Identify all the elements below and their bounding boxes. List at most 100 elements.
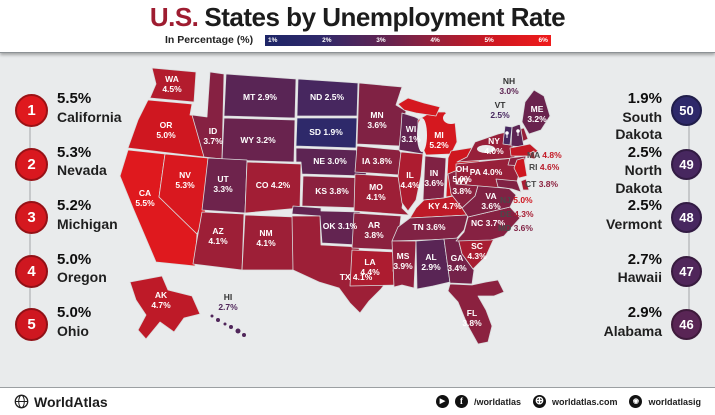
- state-FL[interactable]: [447, 279, 505, 345]
- state-MN[interactable]: [356, 82, 407, 147]
- state-label-NV: NV 5.3%: [175, 170, 195, 190]
- state-AZ[interactable]: [192, 211, 245, 271]
- legend-label: In Percentage (%): [165, 34, 254, 46]
- state-label-FL: FL 3.8%: [462, 308, 482, 328]
- state-label-AK: AK 4.7%: [151, 290, 171, 310]
- rank-badge: 48: [671, 202, 702, 233]
- state-WA[interactable]: [149, 67, 197, 103]
- state-HI-island[interactable]: [242, 333, 246, 337]
- state-label-LA: LA 4.4%: [360, 257, 380, 277]
- state-label-ID: ID 3.7%: [203, 126, 223, 146]
- state-ME[interactable]: [521, 89, 551, 135]
- rank-state-name: Alabama: [603, 322, 662, 339]
- state-HI-island[interactable]: [229, 325, 233, 329]
- state-label-PA: PA 4.0%: [470, 167, 503, 177]
- state-label-AL: AL 2.9%: [421, 252, 441, 272]
- lake: [417, 118, 427, 152]
- state-label-WY: WY 3.2%: [240, 135, 276, 145]
- youtube-play-icon[interactable]: ▶: [435, 395, 449, 408]
- state-label-NY: NY 4.0%: [484, 136, 504, 156]
- instagram-icon[interactable]: ◉: [629, 395, 643, 408]
- rank-value: 5.5%: [57, 90, 92, 107]
- state-AL[interactable]: [415, 238, 451, 290]
- us-choropleth-map: WA 4.5% OR 5.0% CA 5.5% NV 5.3% ID 3.7% MT 2.9% WY …: [119, 67, 562, 345]
- state-label-WI: WI 3.1%: [401, 124, 421, 144]
- state-MD[interactable]: [495, 178, 522, 193]
- state-label-KS: KS 3.8%: [315, 186, 349, 196]
- legend-tick: 1%: [268, 37, 278, 44]
- state-label-TN: TN 3.6%: [412, 222, 446, 232]
- state-label-GA: GA 3.4%: [447, 253, 467, 273]
- rank-label: 2.5% Vermont: [606, 197, 662, 233]
- rank-state-name: California: [57, 108, 122, 125]
- state-label-HI: HI 2.7%: [218, 292, 238, 312]
- state-TX[interactable]: [291, 215, 397, 314]
- state-label-VT: VT 2.5%: [490, 100, 510, 120]
- rank-badge: 47: [671, 255, 702, 287]
- state-label-CA: CA 5.5%: [135, 188, 155, 208]
- rank-badge: 50: [671, 95, 702, 126]
- state-IL[interactable]: [397, 151, 424, 212]
- state-label-ME: ME 3.2%: [527, 104, 547, 124]
- web-icon[interactable]: ⊕: [532, 395, 546, 408]
- social-handle[interactable]: /worldatlas: [473, 396, 521, 407]
- rank-state-name: Nevada: [57, 162, 107, 179]
- state-label-MT: MT 2.9%: [243, 92, 277, 102]
- state-HI-island[interactable]: [223, 322, 227, 326]
- state-MT[interactable]: [223, 73, 297, 119]
- state-label-SC: SC 4.3%: [467, 241, 487, 261]
- state-ID[interactable]: [191, 71, 225, 160]
- rank-state-name: North Dakota: [615, 162, 662, 196]
- state-ND[interactable]: [296, 78, 359, 117]
- state-label-IA: IA 3.8%: [362, 156, 392, 166]
- legend-tick: 4%: [430, 37, 440, 44]
- state-MS[interactable]: [391, 240, 417, 289]
- rank-badge: 46: [671, 309, 702, 340]
- state-label-MA: MA 4.8%: [527, 150, 562, 160]
- state-label-TX: TX 4.1%: [340, 272, 373, 282]
- title-rest: States by Unemployment Rate: [204, 2, 566, 32]
- rank-value: 2.9%: [627, 304, 662, 321]
- legend-tick: 2%: [322, 37, 332, 44]
- rank-label: 5.0% Oregon: [57, 251, 107, 287]
- state-label-NM: NM 4.1%: [256, 228, 276, 248]
- state-HI-island[interactable]: [210, 314, 214, 318]
- state-label-NH: NH 3.0%: [499, 76, 519, 96]
- social-handle[interactable]: worldatlas.com: [551, 396, 618, 407]
- state-label-MI: MI 5.2%: [429, 130, 449, 150]
- state-AK[interactable]: [129, 275, 201, 340]
- state-label-CT: CT 3.8%: [525, 179, 559, 189]
- state-label-KY: KY 4.7%: [428, 201, 462, 211]
- state-label-SD: SD 1.9%: [309, 127, 343, 137]
- social-links: ▶ f/worldatlas ⊕ worldatlas.com ◉ worldatlasi…: [435, 395, 701, 408]
- title-highlight: U.S.: [149, 2, 199, 32]
- state-NJ[interactable]: [513, 157, 528, 179]
- rank-label: 2.9% Alabama: [604, 304, 662, 340]
- state-label-ND: ND 2.5%: [310, 92, 344, 102]
- rank-value: 5.2%: [57, 197, 92, 214]
- rank-label: 2.5% North Dakota: [615, 144, 662, 198]
- state-SD[interactable]: [295, 117, 358, 149]
- brand: WorldAtlas: [14, 394, 108, 410]
- state-DE[interactable]: [520, 178, 530, 191]
- state-label-UT: UT 3.3%: [213, 174, 233, 194]
- state-HI-island[interactable]: [216, 318, 220, 322]
- rank-value: 5.0%: [57, 304, 92, 321]
- facebook-icon[interactable]: f: [454, 395, 468, 408]
- state-WY[interactable]: [221, 117, 296, 163]
- state-label-WV: WV 3.8%: [452, 176, 472, 196]
- lake: [443, 112, 459, 124]
- pin-icon: [516, 129, 520, 136]
- state-MI[interactable]: [397, 97, 441, 117]
- state-RI[interactable]: [529, 150, 536, 160]
- state-label-CO: CO 4.2%: [256, 180, 291, 190]
- state-NC[interactable]: [455, 206, 521, 242]
- rank-label: 5.5% California: [57, 90, 122, 126]
- state-HI-island[interactable]: [235, 328, 241, 334]
- social-handle[interactable]: worldatlasig: [648, 396, 701, 407]
- legend-tick: 6%: [538, 37, 548, 44]
- rank-label: 5.0% Ohio: [57, 304, 91, 340]
- rank-badge: 5: [15, 308, 48, 341]
- state-label-AZ: AZ 4.1%: [208, 226, 228, 246]
